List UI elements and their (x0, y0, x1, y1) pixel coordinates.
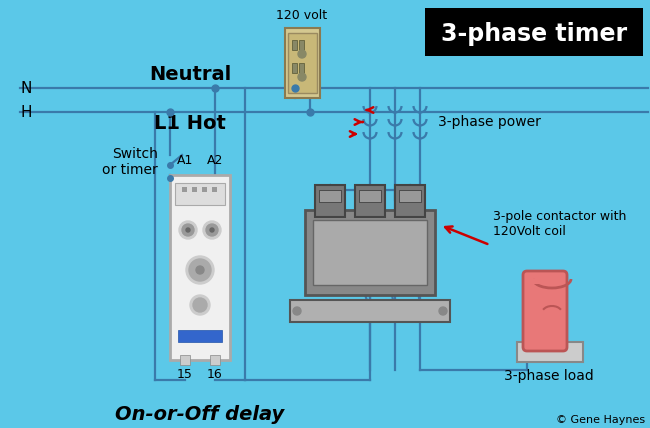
Text: 15: 15 (177, 368, 193, 381)
Text: A1: A1 (177, 154, 193, 167)
Bar (182, 187, 187, 192)
Bar (210, 355, 220, 365)
Circle shape (186, 256, 214, 284)
Bar (355, 185, 385, 217)
Bar (212, 187, 217, 192)
Text: Neutral: Neutral (149, 65, 231, 84)
Text: H: H (20, 104, 31, 119)
Bar (299, 40, 304, 50)
Bar (527, 279, 563, 284)
Circle shape (439, 307, 447, 315)
Text: 3-phase power: 3-phase power (438, 115, 541, 129)
Bar (305, 210, 435, 295)
Bar (170, 175, 230, 360)
Circle shape (189, 259, 211, 281)
Circle shape (179, 221, 197, 239)
Bar (399, 190, 421, 202)
Bar (178, 330, 222, 342)
Bar (175, 183, 225, 205)
Bar (180, 355, 190, 365)
Bar (192, 187, 197, 192)
Bar (285, 28, 320, 98)
Bar (359, 190, 381, 202)
Text: © Gene Haynes: © Gene Haynes (556, 415, 645, 425)
Text: A2: A2 (207, 154, 223, 167)
Circle shape (298, 50, 306, 58)
Circle shape (210, 228, 214, 232)
Text: 3-phase load: 3-phase load (504, 369, 594, 383)
Circle shape (293, 307, 301, 315)
Circle shape (182, 224, 194, 236)
Bar (292, 40, 297, 50)
Text: 120 volt: 120 volt (276, 9, 328, 22)
Circle shape (298, 73, 306, 81)
Circle shape (206, 224, 218, 236)
Text: On-or-Off delay: On-or-Off delay (116, 405, 285, 425)
Bar (299, 63, 304, 73)
Text: N: N (20, 80, 31, 95)
Circle shape (196, 266, 204, 274)
Bar (319, 190, 341, 202)
FancyBboxPatch shape (425, 8, 643, 56)
Bar (290, 300, 450, 322)
Text: 3-phase timer: 3-phase timer (441, 22, 627, 46)
Bar (517, 342, 583, 362)
Bar (292, 63, 297, 73)
FancyBboxPatch shape (523, 271, 567, 351)
Circle shape (186, 228, 190, 232)
Circle shape (193, 298, 207, 312)
Text: 3-pole contactor with
120Volt coil: 3-pole contactor with 120Volt coil (493, 210, 627, 238)
Text: 16: 16 (207, 368, 223, 381)
Text: Switch
or timer: Switch or timer (102, 147, 158, 177)
Text: L1 Hot: L1 Hot (154, 114, 226, 133)
Bar (395, 185, 425, 217)
Bar (202, 187, 207, 192)
Bar (288, 33, 317, 93)
Bar (315, 185, 345, 217)
Circle shape (203, 221, 221, 239)
Circle shape (190, 295, 210, 315)
Bar (313, 220, 427, 285)
